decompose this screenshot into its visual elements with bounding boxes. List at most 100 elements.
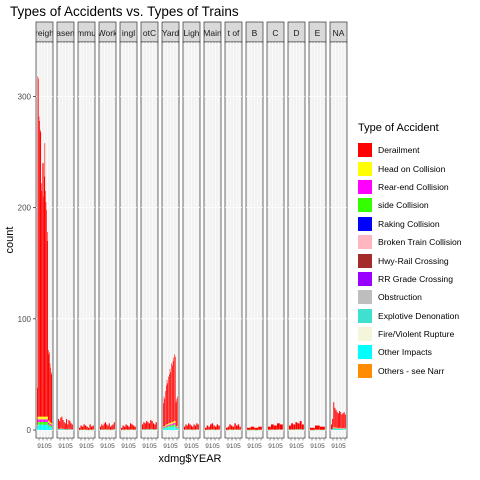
- bar-segment: [43, 421, 44, 425]
- bar-segment: [41, 421, 42, 425]
- y-tick-label: 200: [18, 204, 32, 213]
- facet-strip-label: NA: [333, 28, 345, 38]
- legend-items: Derailment Head on Collision Rear-end Coll…: [358, 141, 462, 380]
- bar-segment: [101, 424, 103, 430]
- bar-segment: [254, 427, 259, 430]
- bar-segment: [299, 421, 302, 429]
- bar-segment: [192, 426, 194, 430]
- bar-segment: [44, 143, 46, 417]
- legend-swatch: [358, 216, 372, 231]
- bar-segment: [169, 368, 171, 423]
- bar-segment: [165, 427, 166, 429]
- bar-segment: [92, 425, 94, 430]
- x-tick-label: 9105: [247, 443, 262, 450]
- bar-segment: [48, 420, 50, 423]
- x-tick-label: 9105: [58, 443, 73, 450]
- bar-segment: [175, 426, 176, 430]
- bar-segment: [334, 427, 336, 428]
- bar-segment: [168, 426, 169, 428]
- y-tick-label: 300: [18, 92, 32, 101]
- bar-segment: [342, 429, 344, 430]
- legend-item: Derailment: [358, 141, 462, 159]
- bar-segment: [166, 423, 168, 426]
- bar-segment: [166, 424, 167, 426]
- legend-swatch: [358, 143, 372, 158]
- bar-segment: [60, 429, 62, 430]
- legend-swatch: [358, 161, 372, 176]
- bar-segment: [164, 427, 166, 428]
- bar-segment: [166, 427, 167, 430]
- bar-segment: [152, 423, 155, 430]
- bar-segment: [105, 422, 107, 430]
- legend-label: Fire/Violent Rupture: [378, 329, 455, 340]
- bar-segment: [40, 419, 42, 422]
- facet-panel: ingl 9105: [119, 21, 138, 450]
- bar-segment: [177, 428, 178, 430]
- bar-segment: [166, 426, 168, 428]
- x-tick-label: 9105: [121, 443, 136, 450]
- bar-segment: [43, 163, 44, 417]
- bar-segment: [190, 425, 192, 430]
- bar-segment: [170, 425, 172, 428]
- bar-segment: [41, 419, 42, 422]
- bar-segment: [333, 402, 335, 427]
- bar-segment: [37, 424, 38, 426]
- legend-label: Derailment: [378, 145, 420, 156]
- bar-segment: [64, 423, 66, 430]
- bar-segment: [169, 422, 171, 425]
- bar-segment: [193, 424, 195, 430]
- bar-segment: [45, 421, 46, 425]
- bar-segment: [61, 429, 63, 430]
- bar-segment: [49, 423, 51, 426]
- bar-segment: [186, 425, 188, 430]
- bar-segment: [340, 412, 342, 428]
- bar-segment: [50, 424, 52, 426]
- bar-segment: [47, 422, 49, 425]
- bar-segment: [169, 425, 170, 428]
- bar-segment: [163, 428, 164, 429]
- bar-segment: [49, 426, 51, 430]
- bar-segment: [47, 232, 48, 417]
- facet-strip-label: asen: [56, 28, 75, 38]
- bar-segment: [51, 427, 53, 430]
- bar-segment: [196, 423, 198, 430]
- bar-segment: [39, 424, 41, 430]
- bar-segment: [227, 426, 230, 430]
- facet-strip-label: E: [315, 28, 321, 38]
- legend-item: Broken Train Collision: [358, 233, 462, 251]
- legend-label: Head on Collision: [378, 163, 446, 174]
- bar-segment: [169, 423, 170, 425]
- bar-segment: [48, 354, 50, 421]
- bar-segment: [343, 412, 345, 428]
- bar-segment: [42, 416, 43, 420]
- bar-segment: [128, 426, 130, 430]
- bar-segment: [49, 422, 50, 425]
- bar-segment: [239, 426, 241, 430]
- bar-segment: [91, 426, 93, 430]
- bar-segment: [165, 425, 166, 427]
- bar-segment: [177, 427, 178, 429]
- bar-segment: [334, 428, 336, 429]
- bar-segment: [170, 372, 172, 424]
- x-tick-label: 9105: [268, 443, 283, 450]
- bar-segment: [185, 424, 187, 430]
- legend-swatch: [358, 253, 372, 268]
- bar-segment: [344, 429, 346, 430]
- bar-segment: [47, 416, 48, 420]
- legend-label: RR Grade Crossing: [378, 273, 453, 284]
- bar-segment: [188, 423, 190, 430]
- bar-segment: [133, 425, 135, 430]
- bar-segment: [43, 176, 45, 417]
- bar-segment: [50, 423, 52, 425]
- facet-panel: otC 9105: [140, 21, 159, 450]
- bar-segment: [336, 429, 338, 430]
- bar-segment: [194, 425, 197, 430]
- bar-segment: [45, 202, 47, 417]
- bar-segment: [344, 414, 346, 429]
- bar-segment: [37, 421, 39, 425]
- bar-segment: [175, 427, 177, 428]
- bar-segment: [40, 416, 42, 420]
- bar-segment: [163, 403, 164, 427]
- bar-segment: [38, 419, 40, 422]
